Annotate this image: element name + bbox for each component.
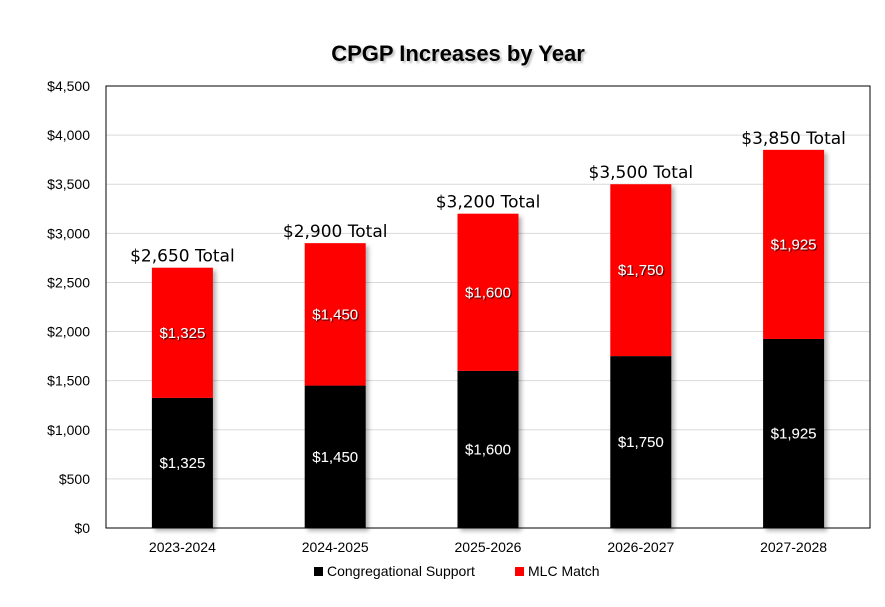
data-label: $1,450 (312, 306, 358, 323)
bars: $1,325 $1,325 $2,650 Total $1,450 $1,450 $2,9… (130, 129, 846, 528)
y-tick-label: $4,500 (47, 78, 90, 94)
bar-segment-congregational (763, 338, 825, 528)
x-tick-label: 2027-2028 (760, 539, 827, 555)
bar-segment-mlc (304, 243, 366, 386)
legend-swatch (515, 567, 524, 576)
bar-segment-mlc (610, 184, 672, 357)
data-label: $1,925 (771, 425, 817, 442)
data-label: $1,750 (618, 262, 664, 279)
y-tick-label: $1,000 (47, 422, 90, 438)
legend-swatch (314, 567, 323, 576)
data-label: $1,600 (465, 284, 511, 301)
total-label: $3,500 Total (589, 163, 694, 183)
y-tick-label: $3,000 (47, 225, 90, 241)
x-tick-label: 2023-2024 (149, 539, 216, 555)
data-label: $1,925 (771, 236, 817, 253)
total-label: $3,850 Total (741, 129, 846, 149)
total-label: $2,900 Total (283, 222, 388, 242)
x-tick-label: 2024-2025 (302, 539, 369, 555)
data-label: $1,325 (159, 325, 205, 342)
bar-segment-mlc (763, 149, 825, 339)
total-label: $3,200 Total (436, 193, 541, 213)
stacked-bar (457, 213, 519, 528)
x-tick-label: 2026-2027 (607, 539, 674, 555)
y-tick-label: $3,500 (47, 176, 90, 192)
x-axis: 2023-2024 2024-2025 2025-2026 2026-2027 2027… (149, 539, 827, 555)
stacked-bar (610, 184, 672, 528)
stacked-bar (151, 267, 213, 528)
legend: Congregational Support MLC Match (314, 563, 600, 579)
x-tick-label: 2025-2026 (455, 539, 522, 555)
legend-label: MLC Match (528, 563, 600, 579)
data-label: $1,450 (312, 449, 358, 466)
bar-segment-congregational (304, 385, 366, 528)
y-tick-label: $4,000 (47, 127, 90, 143)
y-tick-label: $0 (74, 520, 90, 536)
total-label: $2,650 Total (130, 247, 235, 267)
y-tick-label: $500 (59, 471, 90, 487)
y-axis: $0 $500 $1,000 $1,500 $2,000 $2,500 $3,000 $3,5… (47, 78, 90, 536)
bar-segment-congregational (151, 397, 213, 528)
y-tick-label: $1,500 (47, 373, 90, 389)
data-label: $1,750 (618, 434, 664, 451)
stacked-bar (304, 243, 366, 528)
y-tick-label: $2,500 (47, 274, 90, 290)
data-label: $1,325 (159, 455, 205, 472)
chart-title: CPGP Increases by Year (331, 41, 585, 66)
legend-label: Congregational Support (327, 563, 475, 579)
y-tick-label: $2,000 (47, 324, 90, 340)
bar-segment-mlc (151, 267, 213, 398)
data-label: $1,600 (465, 441, 511, 458)
bar-segment-congregational (457, 370, 519, 528)
bar-segment-congregational (610, 356, 672, 528)
bar-segment-mlc (457, 213, 519, 371)
stacked-bar (763, 149, 825, 528)
